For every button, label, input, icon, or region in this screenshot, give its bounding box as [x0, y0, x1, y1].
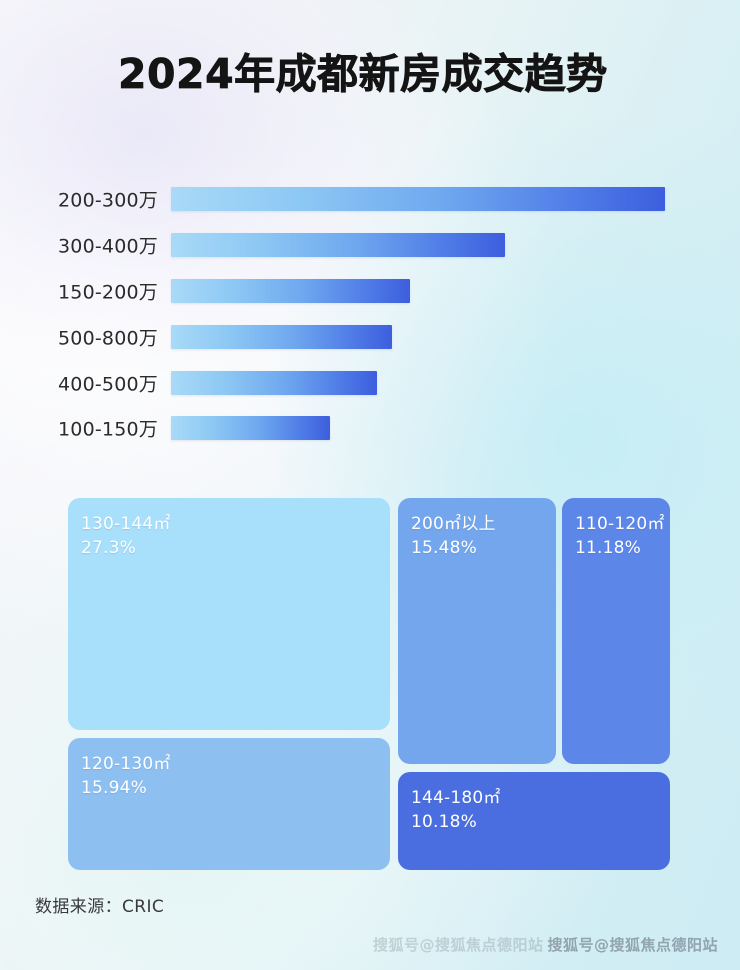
bar-track — [171, 371, 377, 395]
unit-size-treemap: 130-144㎡ 27.3% 120-130㎡ 15.94% 200㎡以上 15… — [68, 498, 670, 870]
bar-label: 500-800万 — [58, 327, 158, 350]
bar-label: 400-500万 — [58, 373, 158, 396]
treemap-tile-110-120: 110-120㎡ 11.18% — [562, 498, 670, 764]
bar-fill — [171, 233, 505, 257]
treemap-tile-value: 15.48% — [411, 538, 478, 559]
bar-row: 400-500万 — [0, 370, 740, 396]
treemap-tile-value: 27.3% — [81, 538, 137, 559]
treemap-tile-label: 120-130㎡ — [81, 754, 171, 774]
treemap-tile-label: 144-180㎡ — [411, 788, 501, 808]
treemap-tile-144-180: 144-180㎡ 10.18% — [398, 772, 670, 870]
bar-track — [171, 233, 505, 257]
bar-fill — [171, 187, 665, 211]
watermark: 搜狐号@搜狐焦点德阳站 搜狐号@搜狐焦点德阳站 — [373, 934, 718, 955]
bar-fill — [171, 279, 410, 303]
bar-track — [171, 325, 392, 349]
treemap-tile-value: 11.18% — [575, 538, 642, 559]
data-source-note: 数据来源：CRIC — [35, 897, 165, 917]
bar-label: 100-150万 — [58, 418, 158, 441]
bar-fill — [171, 416, 330, 440]
bar-track — [171, 279, 410, 303]
treemap-tile-label: 130-144㎡ — [81, 514, 171, 534]
bar-fill — [171, 325, 392, 349]
bar-label: 200-300万 — [58, 189, 158, 212]
bar-row: 200-300万 — [0, 186, 740, 212]
treemap-tile-130-144: 130-144㎡ 27.3% — [68, 498, 390, 730]
bar-row: 100-150万 — [0, 415, 740, 441]
watermark-ghost-text: 搜狐号@搜狐焦点德阳站 — [372, 936, 544, 954]
bar-track — [171, 416, 330, 440]
bar-label: 150-200万 — [58, 281, 158, 304]
watermark-text: 搜狐号@搜狐焦点德阳站 — [547, 936, 718, 954]
bar-track — [171, 187, 665, 211]
bar-fill — [171, 371, 377, 395]
treemap-tile-200-up: 200㎡以上 15.48% — [398, 498, 556, 764]
treemap-column-left: 130-144㎡ 27.3% 120-130㎡ 15.94% — [68, 498, 390, 870]
treemap-row-bottom-right: 144-180㎡ 10.18% — [398, 772, 670, 870]
treemap-tile-label: 200㎡以上 — [411, 514, 496, 534]
treemap-tile-120-130: 120-130㎡ 15.94% — [68, 738, 390, 870]
page-title: 2024年成都新房成交趋势 — [118, 50, 608, 99]
treemap-tile-value: 10.18% — [411, 812, 478, 833]
treemap-column-right: 110-120㎡ 11.18% — [562, 498, 670, 870]
treemap-column-middle: 200㎡以上 15.48% — [398, 498, 556, 870]
bar-row: 150-200万 — [0, 278, 740, 304]
bar-row: 300-400万 — [0, 232, 740, 258]
bar-row: 500-800万 — [0, 324, 740, 350]
treemap-tile-label: 110-120㎡ — [575, 514, 665, 534]
bar-label: 300-400万 — [58, 235, 158, 258]
price-range-bar-chart: 200-300万 300-400万 150-200万 500-800万 400- — [0, 183, 740, 445]
treemap-tile-value: 15.94% — [81, 778, 148, 799]
